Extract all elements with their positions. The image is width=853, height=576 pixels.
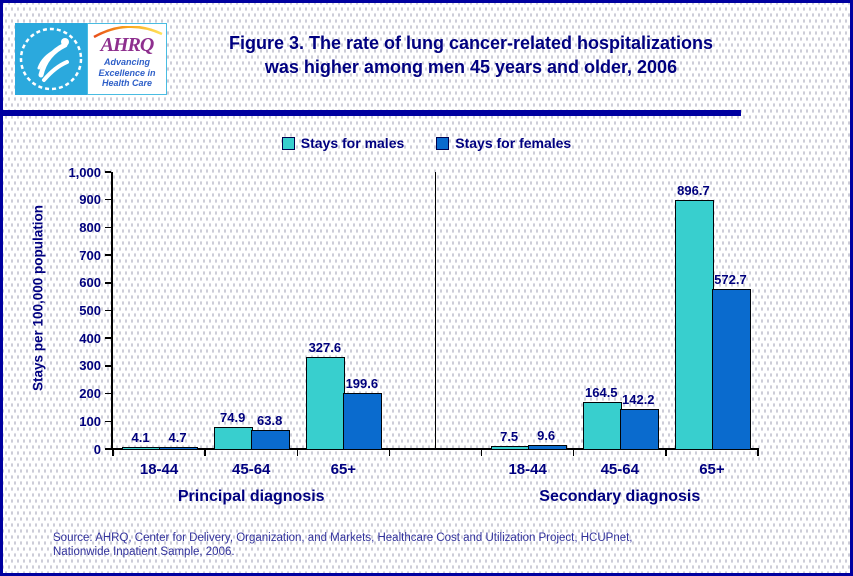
y-axis-title: Stays per 100,000 population xyxy=(30,204,46,392)
source-note: Source: AHRQ, Center for Delivery, Organ… xyxy=(53,531,633,559)
y-axis-tick xyxy=(105,420,111,423)
x-axis-line xyxy=(111,448,759,450)
bar-value-label: 7.5 xyxy=(500,428,519,444)
bar-value-label: 4.7 xyxy=(168,429,187,445)
legend-label-females: Stays for females xyxy=(455,135,572,151)
bar-value-label: 74.9 xyxy=(220,410,246,426)
chart-legend: Stays for males Stays for females xyxy=(3,135,850,151)
y-axis-tick xyxy=(105,254,111,256)
group-label: Secondary diagnosis xyxy=(539,488,701,505)
group-label: Principal diagnosis xyxy=(177,488,325,505)
bar-males xyxy=(582,402,622,450)
tagline-line: Advancing xyxy=(103,57,150,67)
x-axis-tick xyxy=(204,450,206,456)
bar-females xyxy=(343,392,383,450)
bar-value-label: 327.6 xyxy=(308,340,342,356)
bar-females xyxy=(711,289,751,450)
y-axis-tick-label: 400 xyxy=(79,330,101,346)
figure-title-line2: was higher among men 45 years and older,… xyxy=(264,57,678,77)
rainbow-arc-icon xyxy=(93,26,163,38)
y-axis-tick xyxy=(105,171,111,173)
y-axis-tick xyxy=(105,226,111,229)
source-line2: Nationwide Inpatient Sample, 2006. xyxy=(53,546,235,558)
y-axis-tick-label: 900 xyxy=(79,192,101,208)
tagline-line: Excellence in xyxy=(98,67,156,78)
tagline-line: Health Care xyxy=(101,78,153,88)
y-axis-tick-label: 300 xyxy=(79,358,101,374)
y-axis-tick-label: 0 xyxy=(93,441,101,457)
y-axis-tick xyxy=(105,365,111,367)
bar-value-label: 164.5 xyxy=(585,385,618,401)
bar-value-label: 199.6 xyxy=(345,375,379,391)
bar-value-label: 4.1 xyxy=(131,429,150,445)
bar-females xyxy=(527,445,567,450)
category-label: 45-64 xyxy=(600,461,639,478)
bar-males xyxy=(122,446,162,450)
x-axis-tick xyxy=(665,450,667,456)
bar-males xyxy=(490,445,530,450)
category-label: 18-44 xyxy=(508,461,547,478)
bar-females xyxy=(159,446,199,450)
x-axis-tick xyxy=(112,450,114,456)
bar-females xyxy=(619,408,659,450)
x-axis-tick xyxy=(572,450,575,456)
y-axis-tick-label: 800 xyxy=(79,219,101,235)
y-axis-tick xyxy=(105,448,111,450)
figure-title: Figure 3. The rate of lung cancer-relate… xyxy=(171,31,771,79)
x-axis-tick xyxy=(757,450,759,456)
y-axis-tick-label: 100 xyxy=(79,413,101,429)
y-axis-tick xyxy=(105,309,111,312)
legend-label-males: Stays for males xyxy=(300,135,405,151)
y-axis-tick xyxy=(105,282,111,284)
ahrq-logo-text-box: AHRQ Advancing Excellence in Health Care xyxy=(87,23,167,95)
males-color-swatch xyxy=(281,136,295,150)
bar-females xyxy=(251,430,291,450)
bar-value-label: 572.7 xyxy=(714,272,747,288)
y-axis-tick-label: 1,000 xyxy=(68,164,101,180)
y-axis-tick xyxy=(105,392,111,395)
y-axis-tick-label: 700 xyxy=(79,247,101,263)
females-color-swatch xyxy=(436,136,450,150)
x-axis-tick xyxy=(296,450,299,456)
y-axis-tick-label: 600 xyxy=(79,275,101,291)
y-axis-tick-label: 500 xyxy=(79,303,101,318)
legend-item-males: Stays for males xyxy=(281,135,405,151)
ahrq-tagline: Advancing Excellence in Health Care xyxy=(88,57,166,89)
ahrq-acronym: AHRQ xyxy=(100,34,155,56)
bar-value-label: 9.6 xyxy=(537,428,556,444)
category-label: 65+ xyxy=(699,461,725,478)
header-divider-bar xyxy=(3,110,741,116)
section-separator-line xyxy=(434,172,437,449)
category-label: 18-44 xyxy=(139,461,179,478)
hhs-eagle-icon xyxy=(19,27,83,91)
bar-value-label: 142.2 xyxy=(622,391,655,407)
bar-males xyxy=(674,199,714,450)
category-label: 65+ xyxy=(330,461,357,478)
y-axis-tick xyxy=(105,198,111,201)
y-axis-tick-label: 200 xyxy=(79,386,101,402)
figure-title-line1: Figure 3. The rate of lung cancer-relate… xyxy=(228,33,714,53)
x-axis-tick xyxy=(388,450,391,456)
bar-value-label: 896.7 xyxy=(677,182,710,198)
bar-chart: 0 100 200 300 400 500 600 700 800 900 1,000 18-44 4.… xyxy=(68,165,759,572)
bar-males xyxy=(214,427,254,450)
category-label: 45-64 xyxy=(232,461,271,478)
bar-value-label: 63.8 xyxy=(257,413,283,429)
source-line1: Source: AHRQ, Center for Delivery, Organ… xyxy=(53,532,633,544)
hhs-logo-square xyxy=(15,23,87,95)
legend-item-females: Stays for females xyxy=(436,135,571,151)
bar-males xyxy=(306,357,346,450)
ahrq-logo: AHRQ Advancing Excellence in Health Care xyxy=(15,23,167,95)
y-axis-tick xyxy=(105,337,111,339)
x-axis-tick xyxy=(480,450,483,456)
y-axis-line xyxy=(111,172,113,450)
